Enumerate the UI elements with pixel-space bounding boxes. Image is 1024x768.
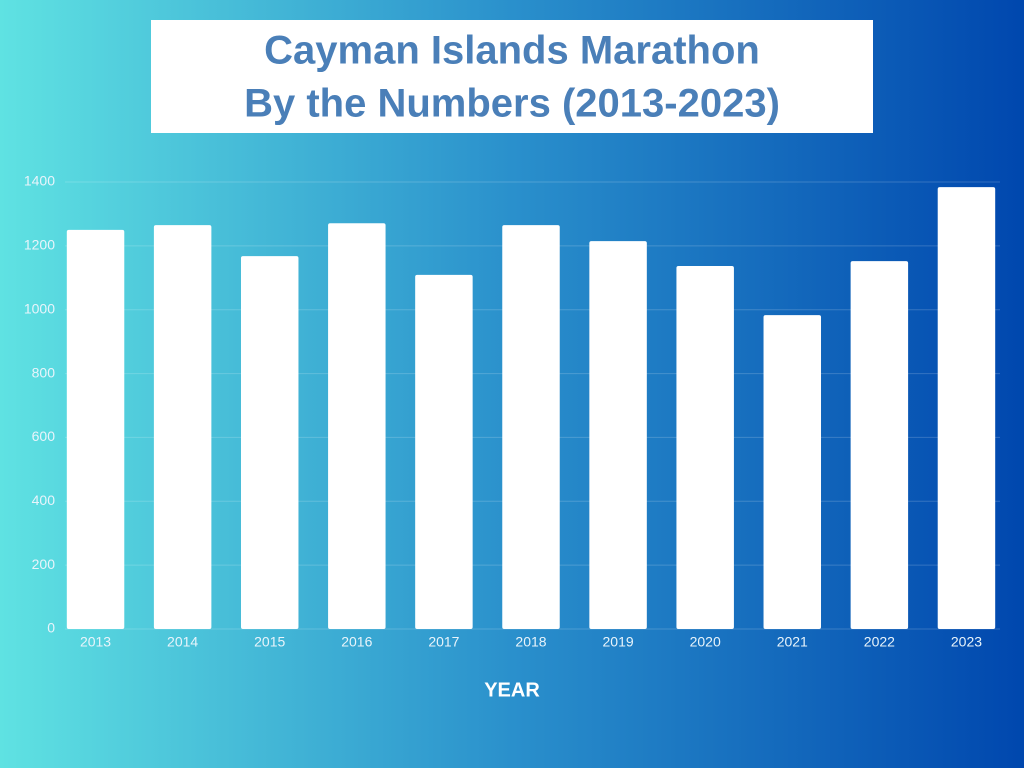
y-tick-label: 800 [32,364,56,380]
x-tick-label: 2013 [80,634,111,650]
bar [328,223,386,629]
x-tick-label: 2016 [341,634,372,650]
bar [850,261,909,629]
bar [66,229,125,629]
bar [153,225,212,629]
y-tick-label: 1200 [24,237,55,253]
chart-title: Cayman Islands Marathon [264,29,760,73]
x-tick-label: 2018 [515,634,546,650]
y-tick-label: 1400 [24,173,55,189]
y-tick-label: 0 [47,620,55,636]
bar [676,265,734,629]
chart-subtitle: By the Numbers (2013-2023) [244,82,780,126]
x-tick-label: 2014 [167,634,198,650]
x-axis-label: YEAR [484,679,540,701]
x-tick-label: 2020 [690,634,721,650]
bar [240,256,299,629]
title-box [151,20,873,133]
bar [763,315,822,629]
x-tick-label: 2017 [428,634,459,650]
x-tick-label: 2019 [603,634,634,650]
x-tick-label: 2022 [864,634,895,650]
bar [502,225,560,629]
bar [937,187,996,629]
y-tick-label: 600 [32,428,56,444]
y-tick-label: 400 [32,492,56,508]
bar [589,241,647,629]
y-tick-label: 1000 [24,300,55,316]
y-tick-label: 200 [32,556,56,572]
x-tick-label: 2021 [777,634,808,650]
x-tick-label: 2015 [254,634,285,650]
bar [415,274,473,629]
x-tick-label: 2023 [951,634,982,650]
